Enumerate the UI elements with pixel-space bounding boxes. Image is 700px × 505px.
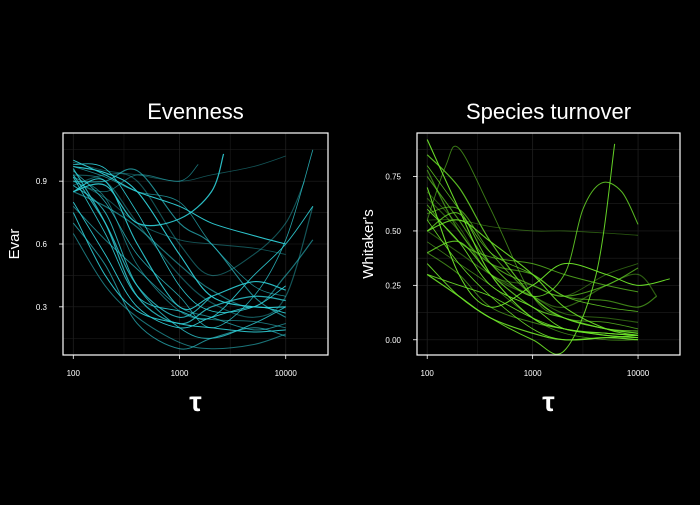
evenness-y-tick-label: 0.3 (36, 303, 48, 312)
evenness-series-line (73, 180, 286, 255)
species-turnover-panel: 100 1000 10000 0.00 0.25 0.50 0.75 Species turn… (360, 99, 681, 417)
turnover-y-label: Whitaker's (360, 209, 377, 279)
evenness-y-label: Evar (6, 229, 23, 260)
turnover-series-line (427, 274, 639, 336)
turnover-series-line (426, 230, 639, 323)
turnover-x-label: τ (542, 386, 555, 417)
evenness-series-line (73, 191, 314, 308)
evenness-series-line (72, 233, 286, 350)
turnover-series-line (426, 143, 616, 355)
evenness-x-tick-label: 1000 (171, 369, 189, 378)
turnover-title: Species turnover (466, 99, 631, 124)
turnover-x-tick-label: 100 (421, 369, 435, 378)
evenness-series-line (72, 176, 314, 320)
evenness-series-line (72, 174, 212, 318)
evenness-series-line (73, 172, 305, 276)
turnover-series-line (426, 169, 657, 308)
turnover-series-line (427, 240, 639, 332)
evenness-x-label: τ (189, 386, 202, 417)
evenness-series-line (73, 166, 286, 297)
turnover-y-tick-label: 0.75 (385, 173, 401, 182)
turnover-x-tick-label: 1000 (524, 369, 542, 378)
evenness-y-tick-label: 0.9 (36, 177, 48, 186)
evenness-series-line (72, 205, 286, 331)
evenness-series-group (72, 149, 314, 350)
turnover-y-tick-label: 0.25 (385, 281, 401, 290)
turnover-series-line (426, 219, 639, 341)
turnover-x-tick-label: 10000 (627, 369, 650, 378)
turnover-y-tick-label: 0.50 (385, 227, 401, 236)
evenness-y-tick-label: 0.6 (36, 240, 48, 249)
evenness-x-tick-label: 10000 (275, 369, 298, 378)
turnover-series-line (426, 187, 670, 308)
turnover-series-group (426, 139, 670, 355)
turnover-panel-border (416, 132, 681, 356)
turnover-series-line (426, 191, 639, 297)
evenness-series-line (73, 153, 225, 227)
evenness-x-tick-label: 100 (67, 369, 81, 378)
evenness-panel: 100 1000 10000 0.3 0.6 0.9 Evenness τ Evar (6, 99, 329, 417)
evenness-series-line (73, 164, 199, 193)
turnover-y-tick-label: 0.00 (385, 336, 401, 345)
evenness-series-line (73, 159, 286, 245)
evenness-series-line (72, 212, 286, 333)
evenness-title: Evenness (147, 99, 244, 124)
evenness-series-line (72, 222, 286, 350)
